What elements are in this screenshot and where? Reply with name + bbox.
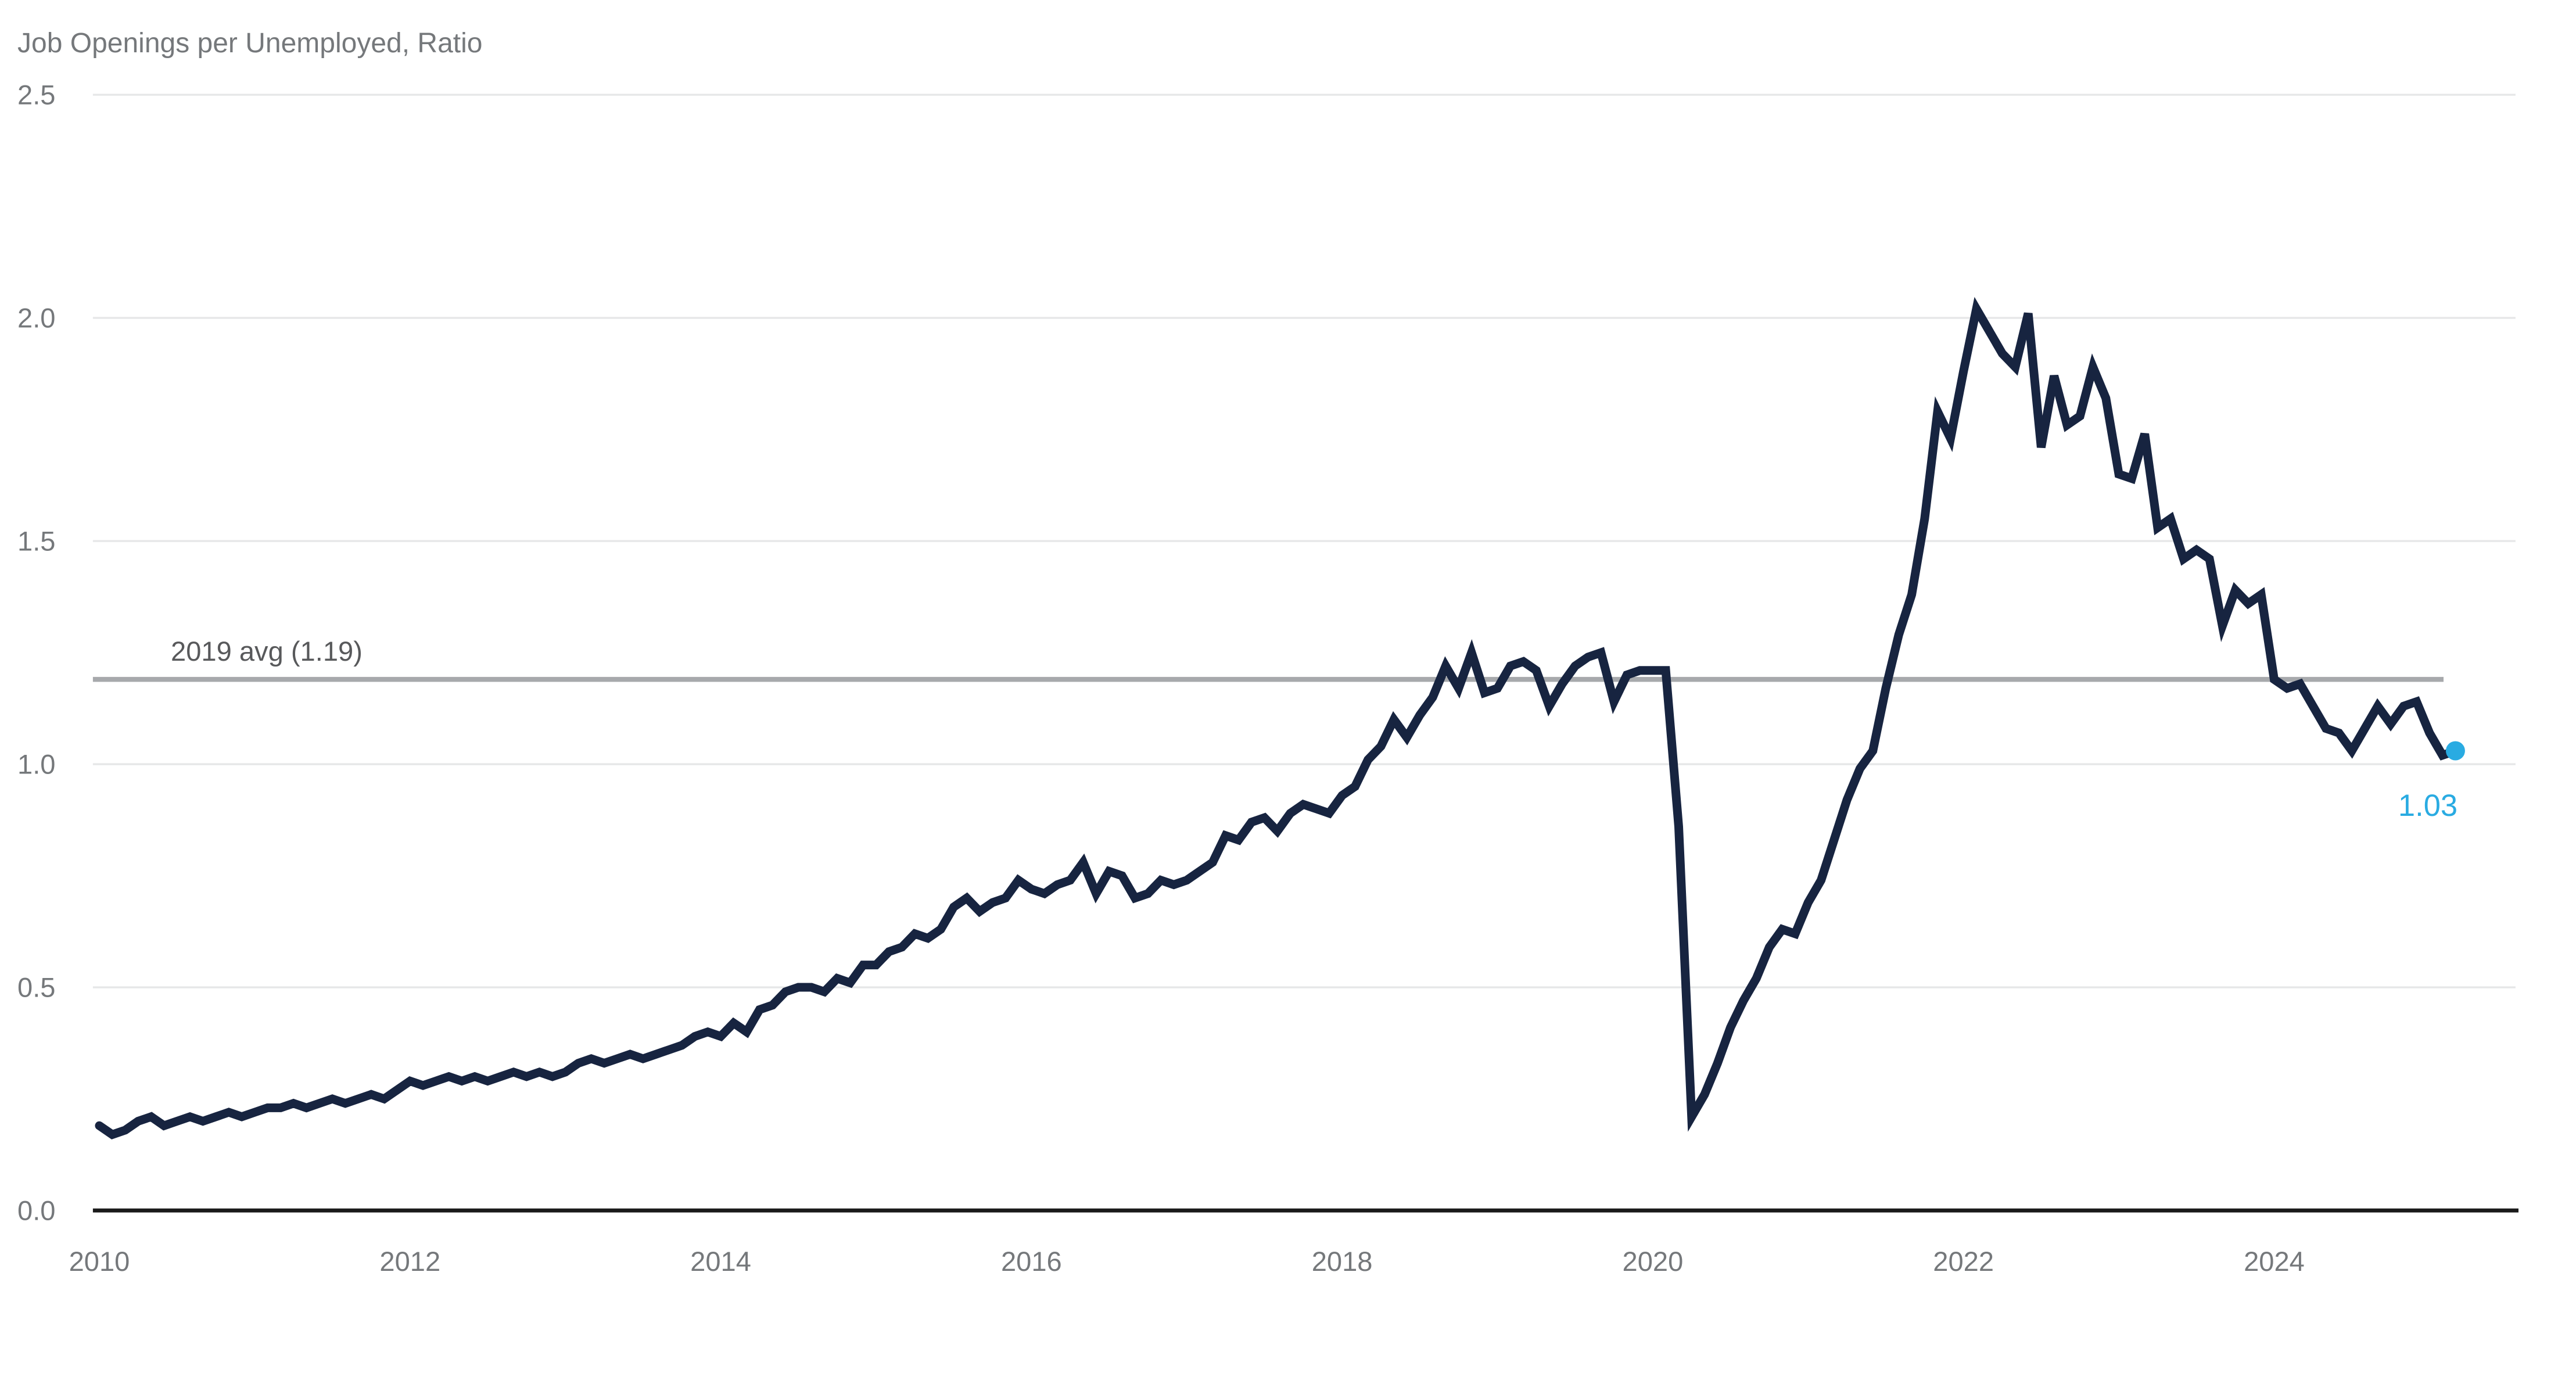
x-tick-label-2020: 2020: [1623, 1246, 1684, 1277]
chart-title: Job Openings per Unemployed, Ratio: [17, 28, 482, 59]
x-tick-label-2014: 2014: [690, 1246, 751, 1277]
average-line-label: 2019 avg (1.19): [171, 636, 363, 667]
y-tick-label-0.0: 0.0: [17, 1195, 55, 1226]
latest-value-label: 1.03: [2398, 789, 2457, 823]
x-axis-tick-labels: 2010 2012 2014 2016 2018 2020 2022 2024: [69, 1246, 2305, 1277]
y-tick-label-2.0: 2.0: [17, 303, 55, 334]
y-axis-tick-labels: 2.5 2.0 1.5 1.0 0.5 0.0: [17, 80, 55, 1226]
x-tick-label-2012: 2012: [379, 1246, 440, 1277]
y-tick-label-0.5: 0.5: [17, 972, 55, 1003]
gridlines: [92, 94, 2516, 988]
x-tick-label-2018: 2018: [1312, 1246, 1373, 1277]
ratio-line-series: [95, 296, 2460, 1140]
x-tick-label-2022: 2022: [1933, 1246, 1994, 1277]
y-tick-label-1.5: 1.5: [17, 526, 55, 557]
x-tick-label-2010: 2010: [69, 1246, 130, 1277]
x-tick-label-2016: 2016: [1001, 1246, 1062, 1277]
x-tick-label-2024: 2024: [2244, 1246, 2305, 1277]
latest-point-marker: [2445, 741, 2465, 761]
y-tick-label-1.0: 1.0: [17, 749, 55, 780]
y-tick-label-2.5: 2.5: [17, 80, 55, 110]
